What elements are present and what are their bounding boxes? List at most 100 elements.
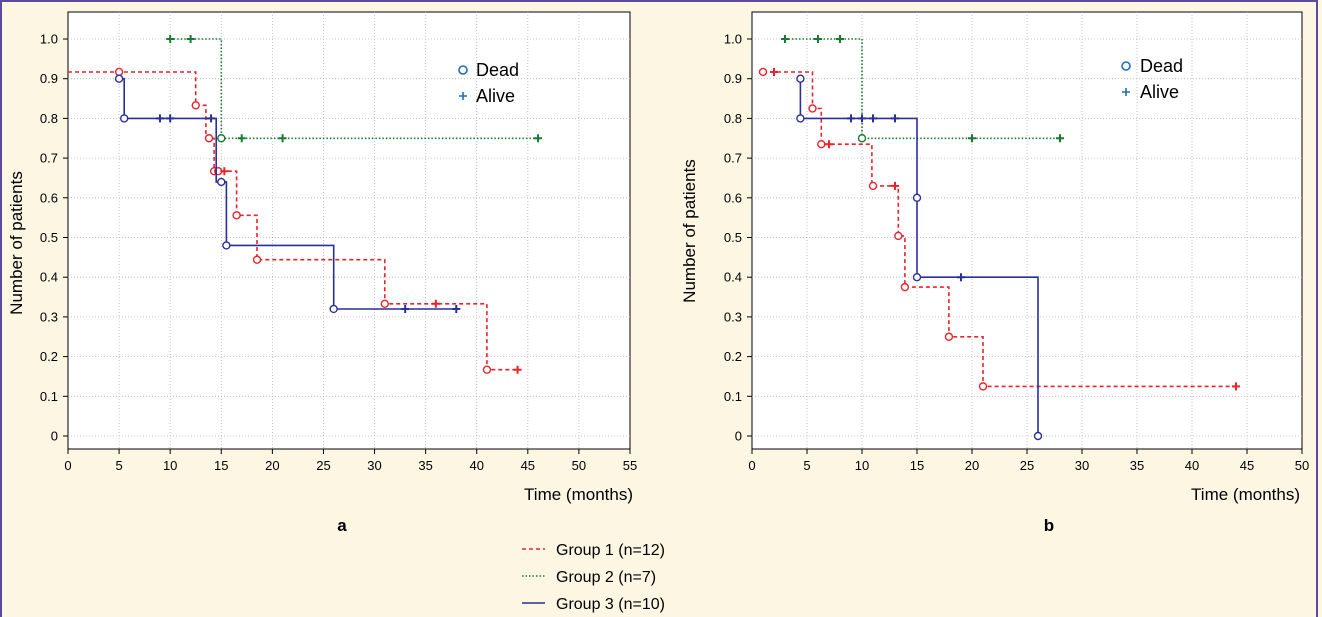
x-tick-label: 30 (1075, 458, 1089, 473)
group2-alive-marker (968, 134, 976, 143)
group2-line (170, 38, 538, 140)
group3-dead-marker (796, 114, 805, 123)
x-tick-label: 50 (572, 458, 586, 473)
group3-dead-marker (222, 241, 231, 250)
panel-b-xlabel: Time (months) (1191, 485, 1300, 504)
x-tick-label: 5 (803, 458, 810, 473)
y-tick-label: 0.6 (724, 190, 742, 205)
panel-a-plot-area (67, 11, 631, 450)
y-tick-label: 0.5 (724, 230, 742, 245)
group2-alive-marker (836, 35, 844, 43)
panel-b-series (758, 35, 1240, 441)
panel-a-dead-legend-label: Dead (476, 60, 519, 80)
panel-b-dead-legend-icon (1121, 61, 1131, 71)
x-tick-label: 35 (1130, 458, 1144, 473)
group3-dead-marker (912, 273, 922, 282)
panel-a-inner-legend: Dead Alive (458, 60, 519, 106)
panel-a-series (68, 35, 543, 374)
group3-dead-marker (329, 304, 338, 314)
y-tick-label: 1.0 (40, 32, 58, 47)
group3-alive-marker (166, 114, 175, 123)
x-tick-label: 10 (163, 458, 177, 473)
x-tick-label: 45 (521, 458, 535, 473)
group2-alive-marker (814, 35, 822, 43)
group1-dead-marker (114, 67, 124, 77)
y-tick-label: 0.7 (724, 151, 742, 166)
group3-alive-marker (401, 304, 410, 313)
group2-alive-marker (186, 35, 195, 43)
panel-b-ticks: 0 5 10 15 20 25 30 35 40 45 50 0 0.1 0.2 0.3 0.4 0.5 0.6 0… (724, 32, 1309, 474)
x-tick-label: 25 (1020, 458, 1034, 473)
y-tick-label: 0 (735, 429, 742, 444)
group1-alive-marker (513, 365, 522, 374)
group1-dead-marker (868, 181, 878, 191)
group2-alive-marker (278, 134, 287, 143)
panel-a-ticks: 0 5 10 15 20 25 30 35 40 45 50 55 0 0.1 0.2 0.3 0.4 0.5 0.… (40, 32, 637, 474)
x-tick-label: 15 (910, 458, 924, 473)
y-tick-label: 0.9 (40, 71, 58, 86)
group2-dead-marker (217, 134, 226, 143)
group3-dead-marker (114, 74, 124, 83)
x-tick-label: 25 (316, 458, 330, 473)
group3-alive-marker (869, 114, 877, 123)
group2-line (785, 38, 1060, 140)
panel-a: 0 5 10 15 20 25 30 35 40 45 50 55 0 0.1 0.2 0.3 0.4 0.5 0.… (7, 11, 637, 535)
x-tick-label: 40 (469, 458, 483, 473)
x-tick-label: 15 (214, 458, 228, 473)
group1-line (68, 71, 518, 371)
x-tick-label: 10 (855, 458, 869, 473)
panel-b-alive-legend-label: Alive (1140, 82, 1179, 102)
x-tick-label: 35 (418, 458, 432, 473)
group3-alive-marker (207, 114, 216, 123)
y-tick-label: 0.4 (724, 270, 742, 285)
x-tick-label: 55 (623, 458, 637, 473)
group3-alive-marker (155, 114, 164, 123)
group1-alive-marker (1232, 382, 1240, 391)
group3-alive-marker (957, 273, 965, 282)
x-tick-label: 50 (1295, 458, 1309, 473)
group1-dead-marker (482, 365, 492, 374)
group2-dead-marker (857, 134, 867, 143)
group1-line (763, 71, 1236, 388)
legend-group2-label: Group 2 (n=7) (556, 569, 656, 586)
x-tick-label: 5 (115, 458, 122, 473)
y-tick-label: 0.3 (724, 309, 742, 324)
y-tick-label: 0.2 (724, 349, 742, 364)
y-tick-label: 0.1 (724, 389, 742, 404)
group1-dead-marker (978, 382, 988, 391)
panel-a-ylabel: Number of patients (7, 171, 26, 315)
shared-legend: Group 1 (n=12) Group 2 (n=7) Group 3 (n=… (522, 542, 665, 613)
group1-dead-marker (380, 299, 389, 308)
group3-dead-marker (217, 177, 226, 187)
x-tick-label: 20 (265, 458, 279, 473)
group3-alive-marker (858, 114, 866, 123)
group1-dead-marker (944, 332, 954, 341)
group1-dead-marker (808, 104, 817, 113)
y-tick-label: 0.8 (724, 111, 742, 126)
panel-b-ylabel: Number of patients (680, 159, 699, 303)
panel-a-dead-legend-icon (458, 65, 468, 75)
y-tick-label: 0.5 (40, 230, 58, 245)
x-tick-label: 0 (748, 458, 755, 473)
y-tick-label: 0.4 (40, 270, 58, 285)
group3-alive-marker (452, 304, 461, 313)
group2-alive-marker (781, 35, 789, 43)
group3-dead-marker (912, 193, 922, 203)
group3-alive-marker (891, 114, 899, 123)
group1-alive-marker (891, 181, 899, 190)
y-tick-label: 0.7 (40, 151, 58, 166)
y-tick-label: 0.9 (724, 71, 742, 86)
panel-b: 0 5 10 15 20 25 30 35 40 45 50 0 0.1 0.2 0.3 0.4 0.5 0.6 0… (680, 11, 1309, 535)
group2-alive-marker (534, 134, 543, 143)
group1-dead-marker (191, 101, 200, 110)
group3-dead-marker (796, 74, 805, 83)
x-tick-label: 40 (1185, 458, 1199, 473)
x-tick-label: 20 (965, 458, 979, 473)
group3-dead-marker (1033, 431, 1043, 441)
group1-dead-marker (900, 282, 910, 292)
panel-b-alive-legend-icon (1122, 88, 1130, 96)
x-tick-label: 0 (64, 458, 71, 473)
y-tick-label: 1.0 (724, 32, 742, 47)
